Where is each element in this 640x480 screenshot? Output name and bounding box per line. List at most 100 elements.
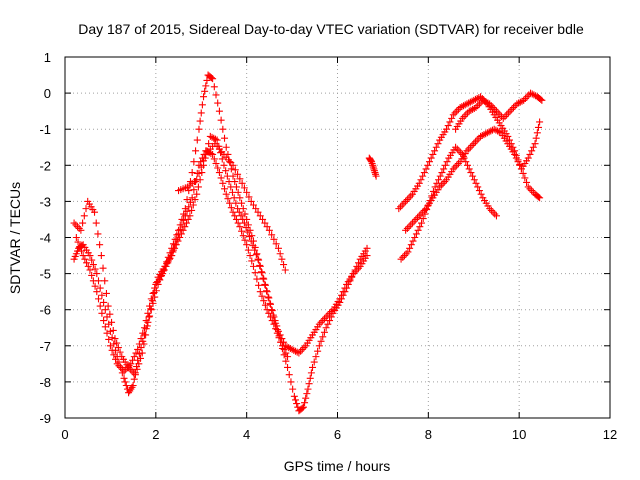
data-point bbox=[190, 186, 198, 194]
data-point bbox=[297, 347, 305, 355]
data-point bbox=[293, 400, 301, 408]
data-point bbox=[397, 255, 405, 263]
data-point bbox=[121, 378, 129, 386]
data-point bbox=[363, 252, 371, 260]
data-point bbox=[198, 101, 206, 109]
data-point bbox=[236, 223, 244, 231]
series-track-e bbox=[365, 154, 380, 180]
data-point bbox=[441, 161, 449, 169]
data-point bbox=[217, 174, 225, 182]
data-point bbox=[241, 210, 249, 218]
data-point bbox=[197, 109, 205, 117]
data-point bbox=[474, 183, 482, 191]
data-point bbox=[395, 205, 403, 213]
data-point bbox=[414, 226, 422, 234]
x-tick-label: 4 bbox=[243, 427, 250, 442]
data-point bbox=[251, 246, 259, 254]
data-point bbox=[336, 295, 344, 303]
data-point bbox=[521, 174, 529, 182]
data-point bbox=[215, 107, 223, 115]
data-point bbox=[412, 230, 420, 238]
data-point bbox=[529, 143, 537, 151]
data-point bbox=[73, 223, 81, 231]
x-tick-label: 12 bbox=[603, 427, 617, 442]
data-point bbox=[298, 404, 306, 412]
data-point bbox=[464, 161, 472, 169]
data-point bbox=[247, 237, 255, 245]
data-point bbox=[440, 165, 448, 173]
data-point bbox=[100, 298, 108, 306]
y-tick-label: -2 bbox=[39, 158, 51, 173]
data-point bbox=[193, 136, 201, 144]
data-point bbox=[519, 169, 527, 177]
data-point bbox=[258, 292, 266, 300]
data-point bbox=[449, 111, 457, 119]
data-point bbox=[120, 374, 128, 382]
data-point bbox=[259, 274, 267, 282]
data-point bbox=[171, 241, 179, 249]
data-point bbox=[133, 365, 141, 373]
data-point bbox=[106, 310, 114, 318]
data-point bbox=[239, 232, 247, 240]
data-point bbox=[467, 169, 475, 177]
data-point bbox=[226, 158, 234, 166]
data-point bbox=[412, 215, 420, 223]
data-point bbox=[471, 138, 479, 146]
data-point bbox=[132, 349, 140, 357]
data-point bbox=[420, 169, 428, 177]
data-point bbox=[98, 291, 106, 299]
data-point bbox=[427, 154, 435, 162]
data-point bbox=[460, 113, 468, 121]
data-point bbox=[173, 235, 181, 243]
data-point bbox=[289, 385, 297, 393]
data-point bbox=[353, 266, 361, 274]
data-point bbox=[443, 125, 450, 133]
data-point bbox=[188, 169, 196, 177]
data-point bbox=[301, 399, 309, 407]
data-point bbox=[110, 351, 118, 359]
data-point bbox=[178, 221, 186, 229]
data-point bbox=[75, 224, 83, 232]
series-track-i bbox=[452, 89, 546, 133]
data-point bbox=[495, 128, 503, 136]
data-point bbox=[319, 317, 327, 325]
data-point bbox=[240, 184, 248, 192]
data-point bbox=[150, 289, 158, 297]
data-point bbox=[193, 190, 201, 198]
data-point bbox=[419, 172, 427, 180]
data-point bbox=[324, 311, 332, 319]
data-point bbox=[195, 169, 203, 177]
data-point bbox=[228, 188, 236, 196]
data-point bbox=[109, 326, 117, 334]
data-point bbox=[273, 329, 281, 337]
data-point bbox=[270, 235, 278, 243]
data-point bbox=[144, 318, 152, 326]
data-point bbox=[341, 284, 349, 292]
data-point bbox=[186, 198, 194, 206]
data-point bbox=[195, 125, 203, 133]
data-point bbox=[407, 241, 415, 249]
data-point bbox=[106, 342, 114, 350]
data-point bbox=[403, 224, 411, 232]
data-point bbox=[92, 219, 100, 227]
data-point bbox=[453, 145, 461, 153]
data-point bbox=[221, 185, 229, 193]
data-point bbox=[506, 136, 514, 144]
data-point bbox=[97, 252, 105, 260]
data-point bbox=[261, 301, 269, 309]
data-point bbox=[227, 183, 235, 191]
data-point bbox=[299, 403, 307, 411]
data-point bbox=[168, 252, 176, 260]
data-point bbox=[492, 212, 500, 220]
data-point bbox=[72, 221, 80, 229]
data-point bbox=[113, 360, 121, 368]
data-point bbox=[215, 169, 223, 177]
data-point bbox=[465, 145, 473, 153]
y-tick-label: -9 bbox=[39, 411, 51, 426]
data-point bbox=[243, 188, 251, 196]
data-point bbox=[270, 320, 278, 328]
data-point bbox=[491, 210, 499, 218]
data-point bbox=[82, 205, 90, 213]
data-point bbox=[222, 167, 230, 175]
data-point bbox=[238, 179, 246, 187]
